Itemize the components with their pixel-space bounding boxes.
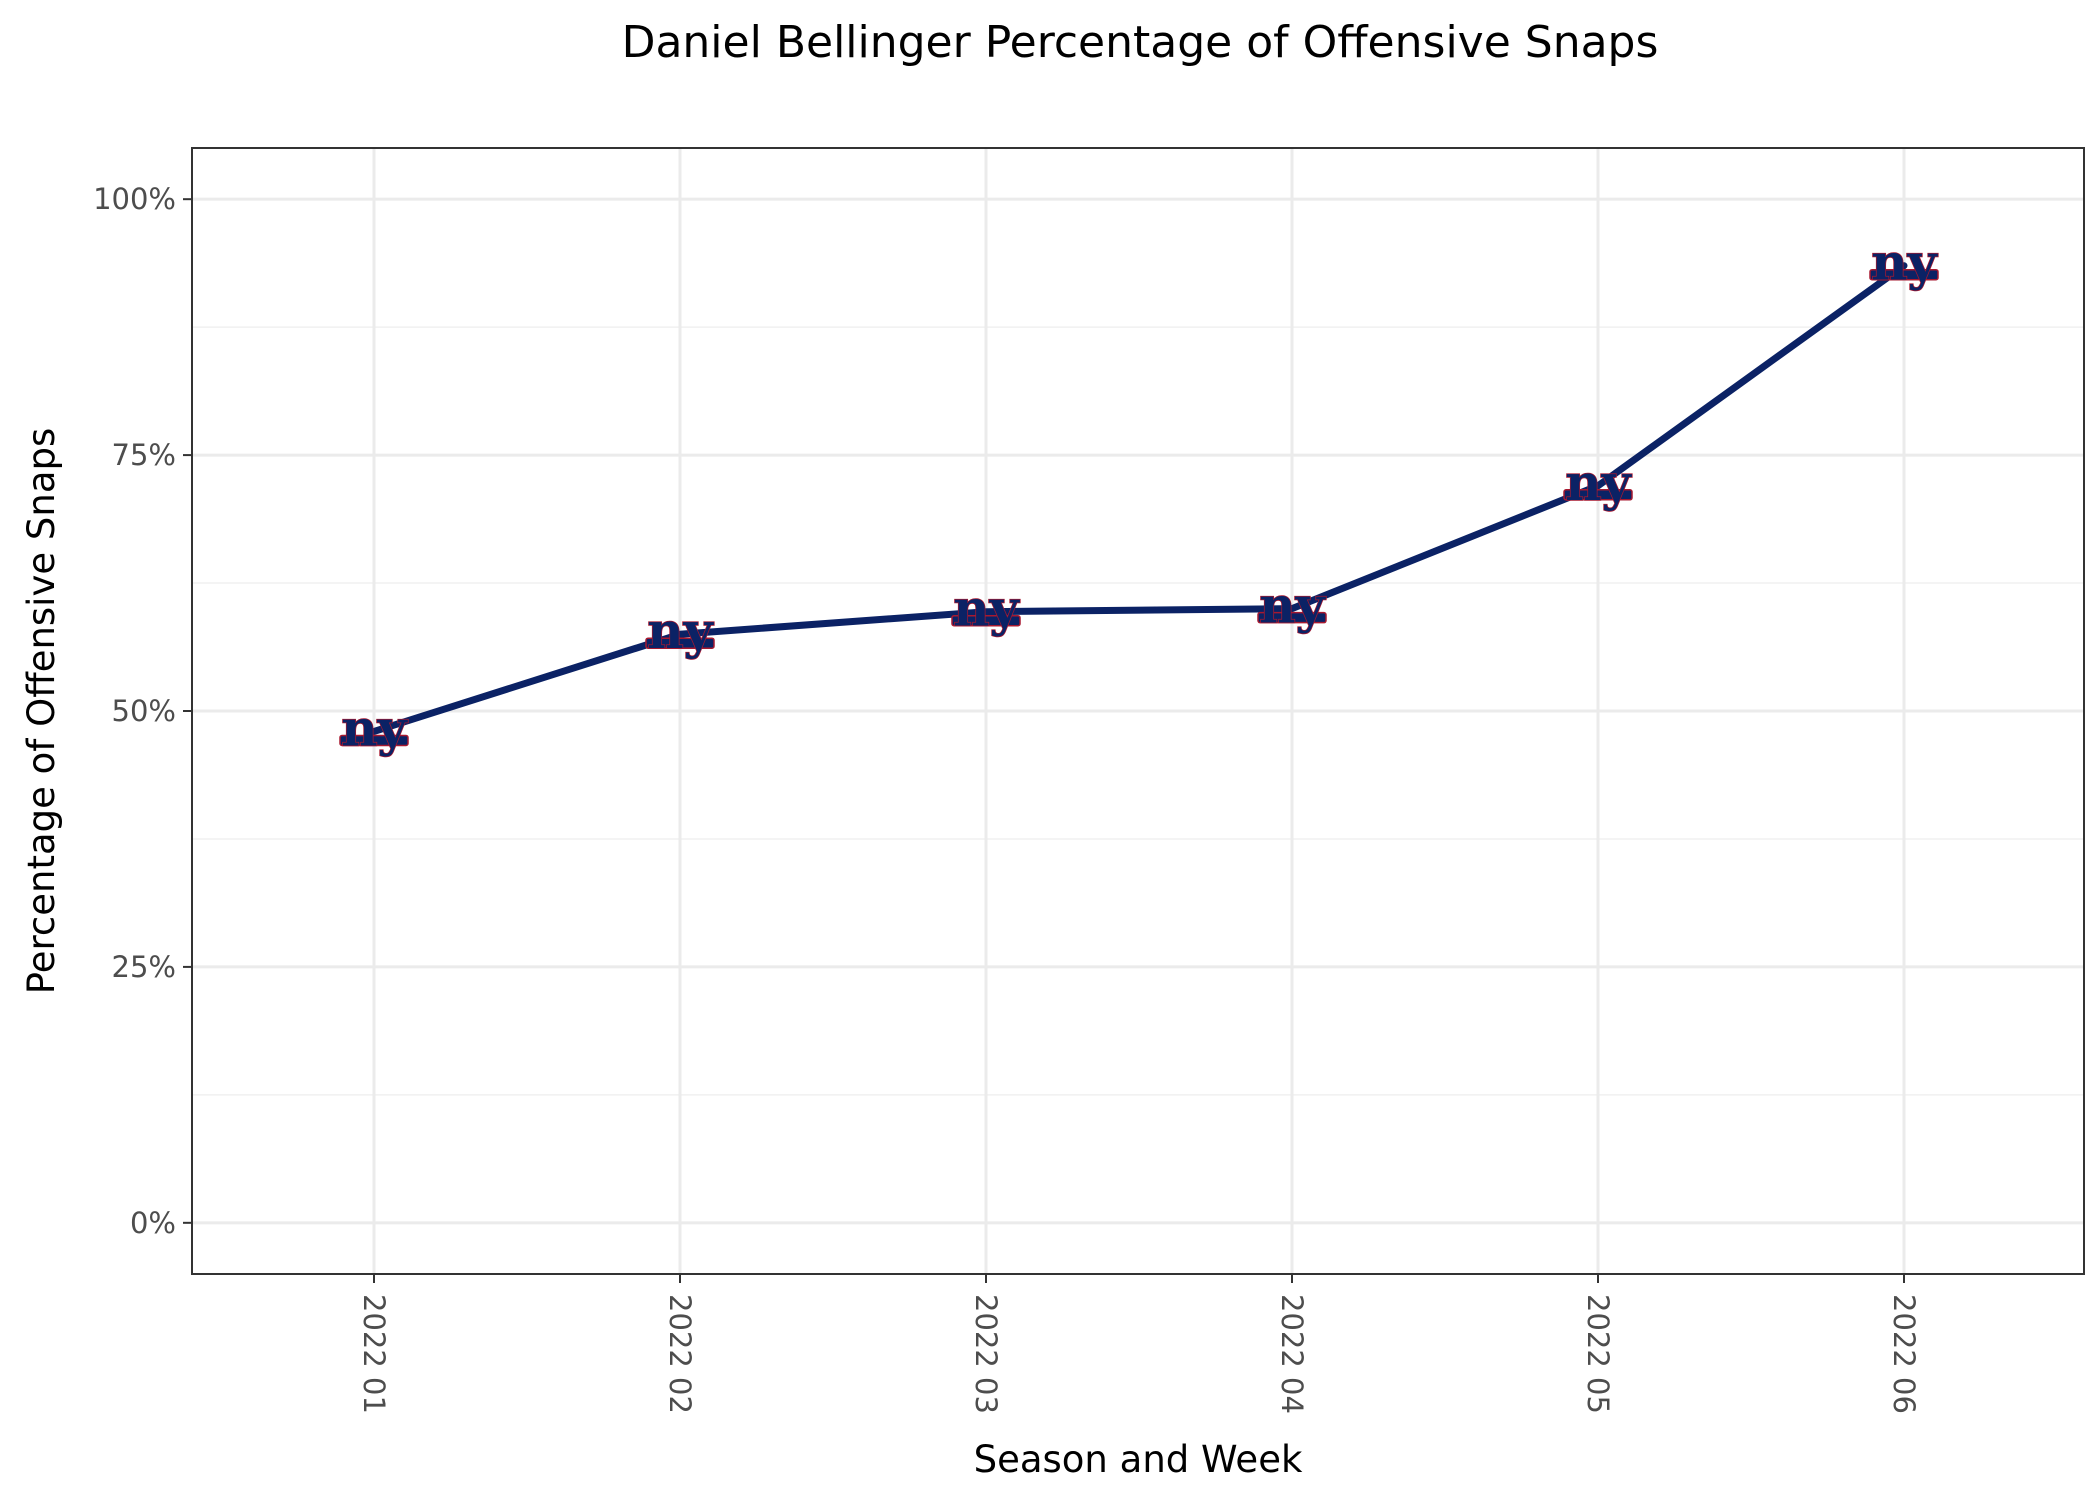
marker-underline	[1869, 268, 1939, 281]
y-tick-label: 100%	[93, 182, 176, 216]
series-layer	[370, 262, 1908, 735]
y-tick-label: 50%	[112, 694, 176, 728]
x-tick-label: 2022 03	[969, 1294, 1003, 1414]
marker-label: ny	[1565, 453, 1632, 512]
x-tick-label: 2022 05	[1581, 1294, 1615, 1414]
x-axis: 2022 01 2022 02 2022 03 2022 04 2022 05 2022 …	[357, 1274, 1921, 1414]
x-tick-label: 2022 02	[663, 1294, 697, 1414]
series-line	[370, 262, 1908, 735]
y-axis-title: Percentage of Offensive Snaps	[20, 428, 63, 995]
x-tick-label: 2022 04	[1275, 1294, 1309, 1414]
x-tick-label: 2022 01	[357, 1294, 391, 1414]
marker-label: ny	[1871, 233, 1938, 292]
marker-label: ny	[953, 579, 1020, 638]
team-logo-marker: ny	[1257, 575, 1327, 635]
y-tick-label: 0%	[130, 1206, 176, 1240]
chart-title: Daniel Bellinger Percentage of Offensive…	[622, 17, 1659, 68]
marker-underline	[645, 637, 715, 649]
x-axis-title: Season and Week	[974, 1438, 1303, 1481]
marker-underline	[951, 614, 1021, 627]
marker-underline	[339, 734, 409, 747]
marker-label: ny	[647, 601, 714, 660]
y-tick-label: 25%	[112, 950, 176, 984]
x-tick-label: 2022 06	[1887, 1294, 1921, 1414]
y-tick-label: 75%	[112, 438, 176, 472]
team-logo-marker: ny	[951, 578, 1021, 638]
marker-label: ny	[1259, 576, 1326, 635]
marker-underline	[1563, 489, 1633, 501]
major-grid	[192, 148, 2084, 1274]
minor-grid	[192, 326, 2084, 1096]
marker-label: ny	[341, 698, 408, 757]
marker-layer: ny ny ny ny ny ny	[339, 232, 1939, 758]
marker-underline	[1257, 611, 1327, 624]
team-logo-marker: ny	[645, 600, 715, 661]
team-logo-marker: ny	[339, 698, 409, 758]
team-logo-marker: ny	[1869, 232, 1939, 292]
team-logo-marker: ny	[1563, 452, 1633, 513]
y-axis: 0% 25% 50% 75% 100%	[93, 182, 192, 1240]
